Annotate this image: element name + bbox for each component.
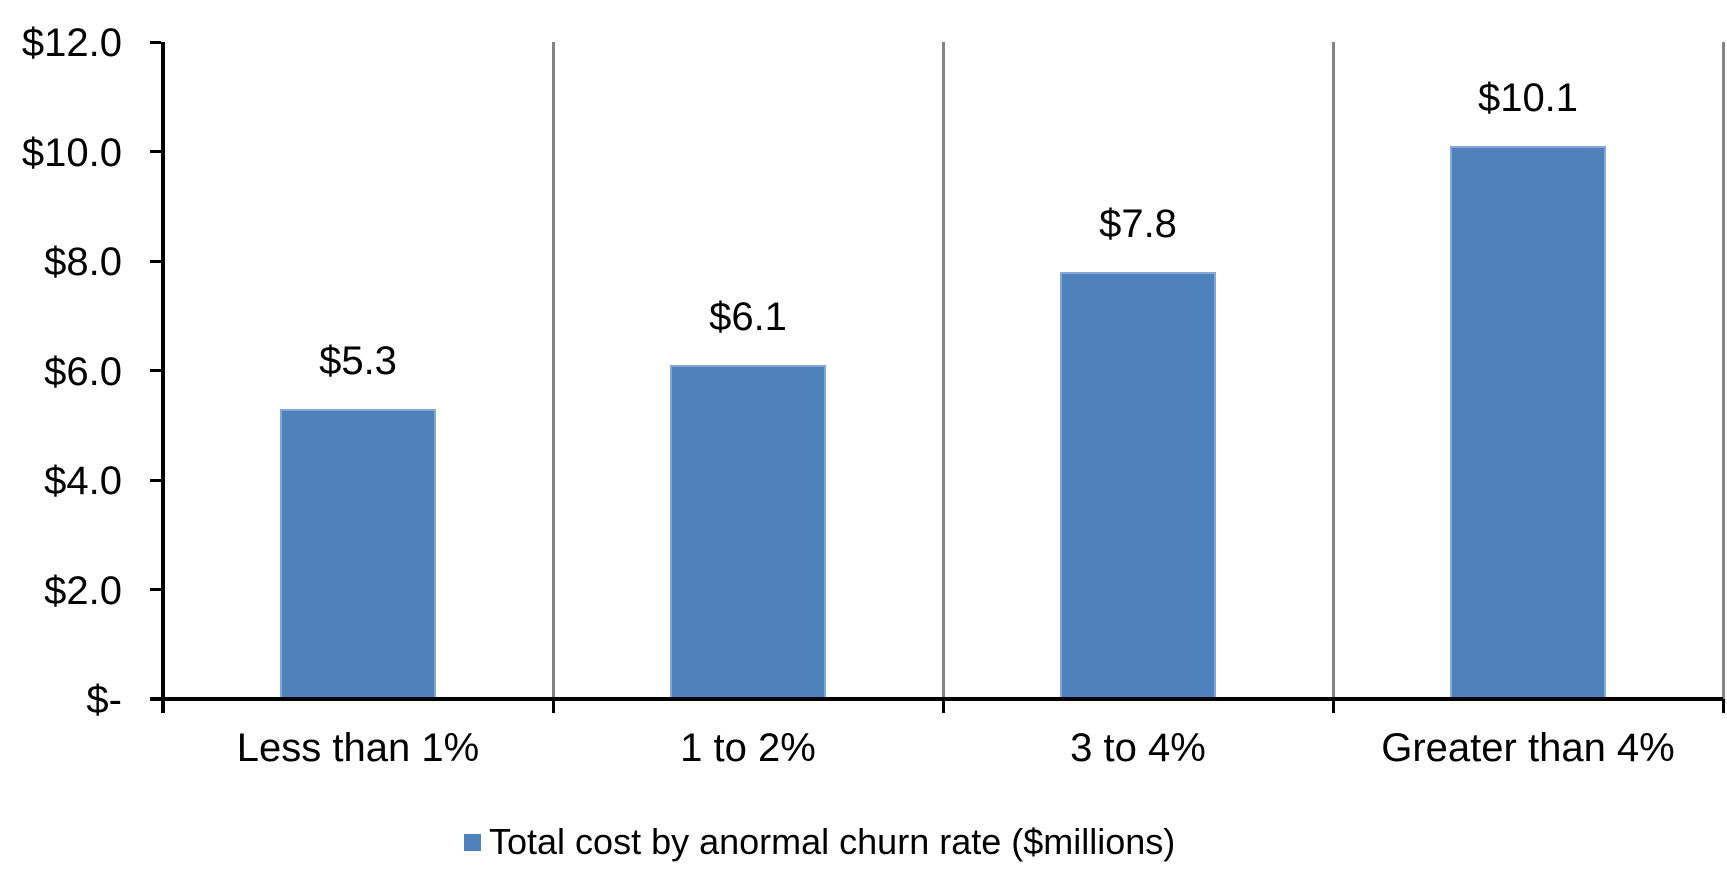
- y-axis-tick-label: $2.0: [44, 568, 122, 613]
- y-axis-tick-label: $4.0: [44, 459, 122, 503]
- y-axis-tick: [150, 150, 161, 153]
- y-axis-tick: [150, 588, 161, 591]
- legend-series-marker-icon: [464, 833, 481, 851]
- x-axis-tick: [551, 699, 555, 713]
- x-axis-category-label: Less than 1%: [236, 726, 480, 770]
- y-axis-tick-label: $6.0: [44, 349, 122, 394]
- bar-data-label: $10.1: [1477, 76, 1579, 121]
- y-axis-tick-label: $12.0: [21, 21, 122, 65]
- x-axis-category-label: 1 to 2%: [680, 726, 816, 770]
- x-axis-tick: [1721, 699, 1725, 713]
- x-axis-tick: [1331, 699, 1335, 713]
- x-axis-tick: [941, 699, 945, 713]
- category-separator-line: [551, 42, 555, 699]
- category-separator-line: [1331, 42, 1335, 699]
- y-axis-tick: [150, 478, 161, 482]
- bar: [1060, 271, 1216, 699]
- category-separator-line: [1721, 42, 1725, 699]
- legend: Total cost by anormal churn rate ($milli…: [464, 820, 1175, 864]
- bar: [670, 365, 826, 699]
- y-axis-tick-label: $10.0: [21, 130, 122, 175]
- y-axis-tick: [150, 369, 161, 372]
- bar: [1450, 146, 1606, 699]
- y-axis-tick-label: $8.0: [44, 240, 122, 284]
- bar-data-label: $5.3: [319, 338, 397, 383]
- x-axis-line: [150, 697, 1723, 701]
- y-axis-tick: [150, 40, 161, 44]
- x-axis-category-label: 3 to 4%: [1070, 726, 1206, 770]
- y-axis-line: [161, 42, 165, 713]
- x-axis-category-label: Greater than 4%: [1381, 726, 1675, 770]
- y-axis-tick: [150, 259, 161, 263]
- y-axis-tick-label: $-: [86, 678, 122, 722]
- category-separator-line: [941, 42, 945, 699]
- bar: [280, 408, 436, 699]
- legend-series-label: Total cost by anormal churn rate ($milli…: [489, 821, 1176, 862]
- bar-data-label: $6.1: [709, 295, 787, 340]
- bar-data-label: $7.8: [1099, 201, 1177, 246]
